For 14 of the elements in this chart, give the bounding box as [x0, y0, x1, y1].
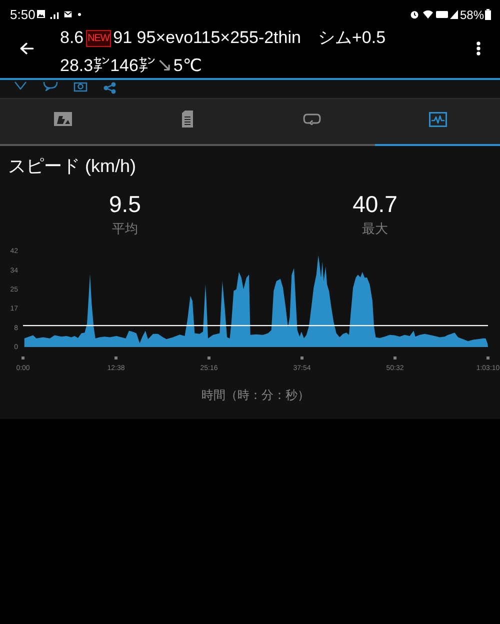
- text: 9.5: [109, 191, 141, 217]
- text: 5℃: [173, 56, 202, 76]
- text: 平均: [112, 221, 138, 236]
- text: 58%: [460, 8, 484, 22]
- text: 8.6: [60, 28, 84, 48]
- text: 28.3㌢146㌢: [60, 56, 156, 76]
- text: ↘: [156, 55, 172, 76]
- text: 5:50: [10, 7, 36, 22]
- text: 最大: [362, 221, 388, 236]
- x-axis-title: 時間（時：分：秒）: [202, 388, 310, 402]
- text: 91 95×evo115×255-2thin シム+0.5: [113, 28, 386, 48]
- text: NEW: [86, 30, 112, 46]
- chart-title: スピード (km/h): [8, 155, 136, 177]
- text: 40.7: [352, 191, 398, 217]
